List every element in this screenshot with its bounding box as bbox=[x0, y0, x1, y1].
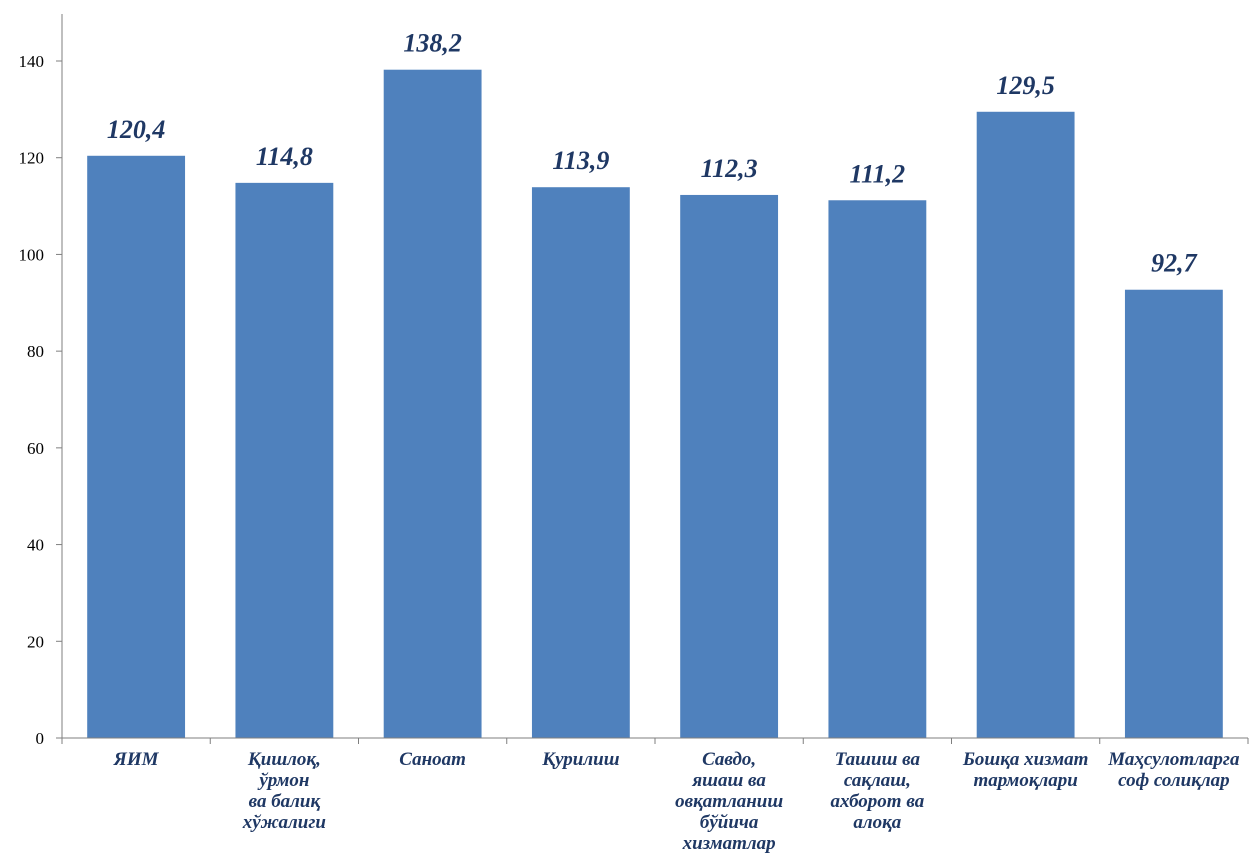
x-tick-label: Савдо, bbox=[702, 749, 756, 770]
x-tick-label: хизматлар bbox=[682, 833, 776, 854]
x-tick-label: ўрмон bbox=[257, 770, 309, 791]
bar bbox=[531, 187, 630, 738]
x-tick-label: ЯИМ bbox=[113, 749, 160, 770]
x-tick-label: яшаш ва bbox=[691, 770, 766, 791]
y-tick-label: 40 bbox=[27, 536, 44, 555]
data-label: 129,5 bbox=[996, 71, 1055, 100]
bar bbox=[976, 111, 1075, 738]
x-tick-label: ва балиқ bbox=[249, 791, 322, 812]
bar bbox=[828, 200, 927, 739]
bar bbox=[383, 69, 482, 738]
data-label: 92,7 bbox=[1151, 249, 1198, 278]
bars bbox=[87, 69, 1223, 739]
y-axis: 0 20 40 60 80 100 120 140 bbox=[19, 14, 63, 748]
x-axis bbox=[61, 737, 1249, 744]
x-tick-label: тармоқлари bbox=[973, 770, 1077, 791]
bar bbox=[1124, 289, 1223, 738]
x-tick-label: алоқа bbox=[853, 812, 901, 833]
y-tick-label: 20 bbox=[27, 632, 44, 651]
data-label: 138,2 bbox=[403, 29, 462, 58]
data-label: 120,4 bbox=[107, 115, 166, 144]
y-tick-label: 140 bbox=[19, 52, 45, 71]
x-tick-label: Қурилиш bbox=[541, 749, 619, 770]
x-tick-label: овқатланиш bbox=[675, 791, 783, 812]
x-tick-label: соф солиқлар bbox=[1118, 770, 1230, 791]
x-tick-label: Ташиш ва bbox=[835, 749, 921, 770]
y-tick-label: 80 bbox=[27, 342, 44, 361]
y-tick-label: 0 bbox=[36, 729, 45, 748]
x-tick-label: хўжалиги bbox=[242, 812, 326, 833]
data-label: 114,8 bbox=[256, 142, 313, 171]
y-tick-label: 100 bbox=[19, 245, 45, 264]
data-label: 111,2 bbox=[850, 159, 906, 188]
x-tick-label: ахборот ва bbox=[831, 791, 925, 812]
bar bbox=[235, 182, 334, 739]
x-tick-label: Қишлоқ, bbox=[247, 749, 321, 770]
bar bbox=[87, 155, 186, 738]
x-tick-label: бўйича bbox=[700, 812, 759, 833]
x-tick-label: Саноат bbox=[399, 749, 466, 770]
value-labels: 120,4 114,8 138,2 113,9 112,3 111,2 129,5 92,7 bbox=[107, 29, 1198, 278]
x-tick-label: сақлаш, bbox=[844, 770, 911, 791]
x-tick-label: Маҳсулотларга bbox=[1107, 749, 1240, 770]
x-tick-label: Бошқа хизмат bbox=[962, 749, 1089, 770]
y-tick-label: 60 bbox=[27, 439, 44, 458]
data-label: 113,9 bbox=[552, 146, 609, 175]
data-label: 112,3 bbox=[701, 154, 758, 183]
bar bbox=[680, 194, 779, 738]
y-tick-label: 120 bbox=[19, 149, 45, 168]
